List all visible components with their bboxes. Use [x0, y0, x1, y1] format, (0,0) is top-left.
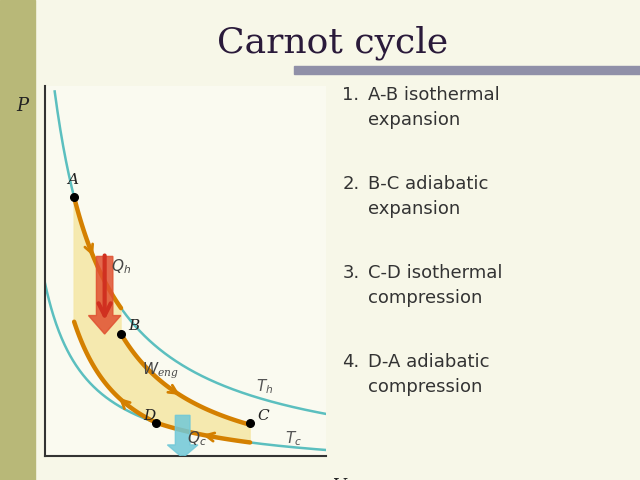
FancyArrow shape: [168, 415, 198, 458]
Text: $T_h$: $T_h$: [256, 378, 273, 396]
Text: A-B isothermal
expansion: A-B isothermal expansion: [368, 86, 500, 130]
Text: Carnot cycle: Carnot cycle: [217, 26, 449, 60]
Text: B: B: [128, 319, 140, 333]
Polygon shape: [74, 197, 250, 443]
Text: V: V: [332, 478, 345, 480]
Text: 4.: 4.: [342, 353, 360, 371]
Text: D: D: [143, 409, 156, 423]
Text: 2.: 2.: [342, 175, 360, 193]
Text: 3.: 3.: [342, 264, 360, 282]
Text: D-A adiabatic
compression: D-A adiabatic compression: [368, 353, 490, 396]
Text: B-C adiabatic
expansion: B-C adiabatic expansion: [368, 175, 488, 218]
Text: 1.: 1.: [342, 86, 360, 105]
Text: $Q_c$: $Q_c$: [187, 429, 207, 448]
FancyArrow shape: [88, 256, 121, 334]
Text: $Q_h$: $Q_h$: [111, 257, 131, 276]
Text: A: A: [67, 173, 78, 187]
Text: P: P: [16, 97, 28, 116]
Text: $W_{\mathregular{eng}}$: $W_{\mathregular{eng}}$: [141, 361, 178, 382]
Text: C: C: [257, 409, 269, 423]
Text: C-D isothermal
compression: C-D isothermal compression: [368, 264, 502, 307]
Text: $T_c$: $T_c$: [285, 430, 302, 448]
